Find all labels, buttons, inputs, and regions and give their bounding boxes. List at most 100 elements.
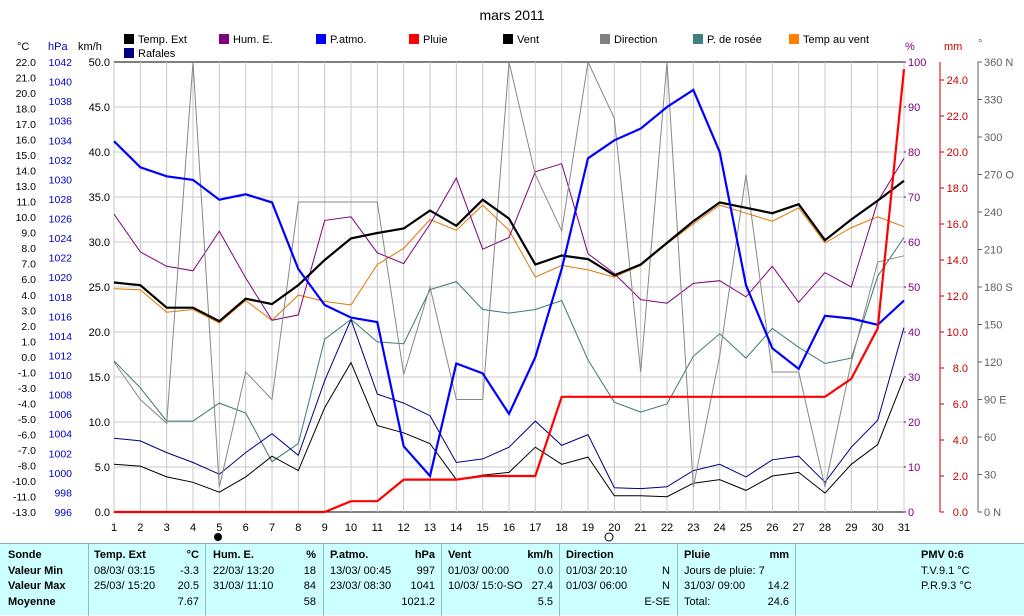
mm-tick-label: 2.0 [953,471,968,483]
temp-tick-label: -8.0 [18,460,36,472]
pct-tick-label: 20 [908,417,920,429]
x-tick-label: 23 [687,522,699,534]
hpa-tick-label: 1018 [49,292,73,304]
hpa-tick-label: 1042 [49,57,73,69]
kmh-tick-label: 5.0 [95,462,110,474]
deg-tick-label: 240 [984,207,1002,219]
pluie-max-time: 31/03/ 09:00 [684,580,746,592]
kmh-tick-label: 50.0 [89,57,110,69]
mm-tick-label: 0.0 [953,507,968,519]
deg-tick-label: 30 [984,470,996,482]
temp-tick-label: 13.0 [16,181,37,193]
pct-tick-label: 10 [908,462,920,474]
x-tick-label: 30 [872,522,884,534]
temp-tick-label: 14.0 [16,166,37,178]
pct-tick-label: 60 [908,237,920,249]
temp-tick-label: 20.0 [16,88,37,100]
mm-tick-label: 12.0 [947,291,968,303]
patmo-header: P.atmo. [330,549,369,561]
temp-tick-label: 0.0 [21,352,36,364]
vent-max-time: 10/03/ 15:0-SO [448,580,523,592]
x-tick-label: 27 [793,522,805,534]
pmv-tv: T.V.9.1 °C [921,564,970,577]
temp-tick-label: -5.0 [18,414,36,426]
series-line-direction [113,60,905,488]
chart-title: mars 2011 [479,7,544,23]
pct-tick-label: 70 [908,192,920,204]
axis-ticks: 1 2 3 4 5 6 7 8 9 10 11 12 13 14 15 16 17 18 19 20 21 22 23 24 2… [12,57,1014,534]
temp-max-time: 25/03/ 15:20 [94,580,156,592]
x-tick-label: 26 [766,522,778,534]
legend-label: Temp. Ext [138,34,187,46]
temp-tick-label: 18.0 [16,104,37,116]
axis-unit-labels: °C hPa km/h% mm ° [17,38,982,53]
pmv-pr: P.R.9.3 °C [921,580,972,592]
legend-swatch [693,34,703,44]
temp-tick-label: 16.0 [16,135,37,147]
temp-tick-label: -1.0 [18,367,36,379]
kmh-tick-label: 40.0 [89,147,110,159]
series-line-temp-au-vent [113,204,905,324]
temp-header: Temp. Ext [94,549,146,561]
mm-tick-label: 4.0 [953,435,968,447]
vent-avg: 5.5 [537,595,553,608]
temp-tick-label: -11.0 [13,491,36,503]
pct-tick-label: 0 [908,507,914,519]
deg-tick-label: 150 [984,320,1002,332]
x-tick-label: 9 [322,522,328,534]
kmh-tick-label: 25.0 [89,282,110,294]
kmh-tick-label: 45.0 [89,102,110,114]
x-tick-label: 18 [556,522,568,534]
temp-tick-label: -3.0 [18,383,36,395]
x-tick-label: 21 [635,522,647,534]
weather-chart: mars 2011 Temp. Ext Rafales Hum. E. P.atmo.… [12,7,1014,542]
series-line-rafales [113,318,905,490]
kmh-tick-label: 30.0 [89,237,110,249]
vent-min-val: 0.0 [537,564,553,577]
deg-tick-label: 120 [984,357,1002,369]
moon-markers [214,532,614,542]
mm-tick-label: 16.0 [947,219,968,231]
x-tick-label: 8 [295,522,301,534]
sonde-header: Sonde [8,549,42,561]
patmo-min-time: 13/03/ 00:45 [330,564,392,577]
series-line-vent [113,361,905,498]
stats-panel: Sonde Valeur Min Valeur Max Moyenne Temp… [0,543,1024,616]
pluie-max-val: 14.2 [767,580,789,592]
temp-tick-label: 9.0 [21,228,36,240]
hpa-tick-label: 1040 [49,77,73,89]
hpa-tick-label: 1028 [49,194,73,206]
pluie-total-label: Total: [684,595,711,608]
x-tick-label: 25 [740,522,752,534]
pct-tick-label: 50 [908,282,920,294]
mm-tick-label: 22.0 [947,111,968,123]
x-tick-label: 24 [714,522,726,534]
mm-tick-label: 8.0 [953,363,968,375]
x-tick-label: 4 [190,522,196,534]
dir-min-val: N [662,564,670,577]
legend-swatch [219,34,229,44]
legend-swatch [316,34,326,44]
hpa-tick-label: 1038 [49,96,73,108]
legend-label: Pluie [423,34,447,46]
patmo-unit: hPa [414,549,435,561]
hpa-tick-label: 1032 [49,155,73,167]
dir-max-time: 01/03/ 06:00 [566,580,628,592]
new-moon-marker [214,533,222,541]
temp-tick-label: 17.0 [16,119,37,131]
hpa-tick-label: 1034 [49,135,73,147]
legend-swatch [409,34,419,44]
hpa-tick-label: 1014 [49,331,73,343]
pct-axis-unit: % [905,41,915,53]
hpa-tick-label: 996 [54,507,72,519]
patmo-min-val: 997 [416,564,435,577]
pluie-unit: mm [769,549,789,561]
temp-tick-label: 1.0 [21,336,36,348]
kmh-tick-label: 20.0 [89,327,110,339]
mm-tick-label: 14.0 [947,255,968,267]
x-tick-label: 28 [819,522,831,534]
temp-tick-label: 7.0 [21,259,36,271]
vent-unit: km/h [527,549,553,561]
dir-max-val: N [662,580,670,592]
deg-tick-label: 360 N [984,57,1013,69]
